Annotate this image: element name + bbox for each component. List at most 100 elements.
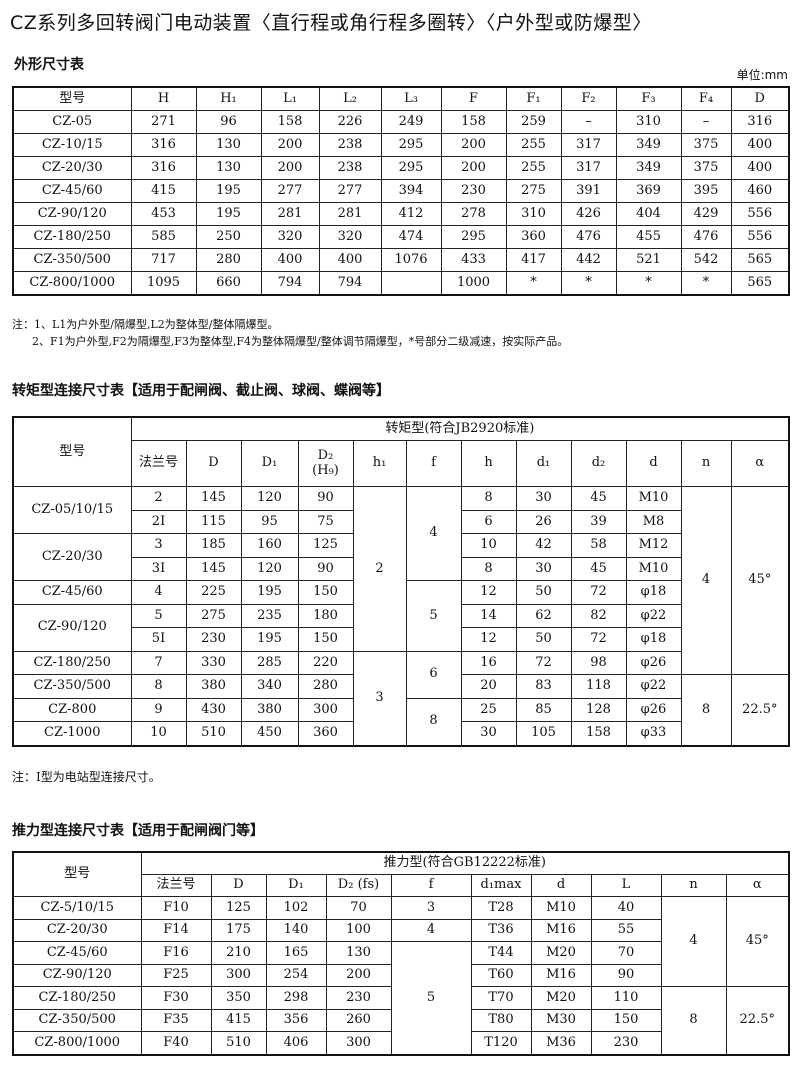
model-cell: CZ-350/500 <box>12 1008 142 1032</box>
value-cell: F30 <box>140 986 212 1010</box>
column-header: L₂ <box>318 86 382 111</box>
value-cell: 225 <box>185 580 242 605</box>
value-cell: 320 <box>260 225 320 249</box>
column-header: D <box>730 86 790 111</box>
value-cell: 22.5° <box>725 986 790 1055</box>
value-cell: 255 <box>505 156 562 180</box>
column-header: D₁ <box>240 440 299 487</box>
column-header: d <box>530 874 592 897</box>
column-header: L <box>590 874 662 897</box>
value-cell: 70 <box>590 941 662 965</box>
model-cell: CZ-800/1000 <box>12 1031 142 1055</box>
value-cell: 55 <box>590 918 662 942</box>
value-cell: 200 <box>440 133 507 157</box>
value-cell: 3I <box>130 556 187 581</box>
value-cell: 62 <box>515 603 572 628</box>
value-cell: 1000 <box>440 271 507 296</box>
column-header: F₂ <box>560 86 617 111</box>
value-cell: 4 <box>660 896 727 987</box>
value-cell: M8 <box>625 509 682 534</box>
value-cell: 300 <box>210 963 267 987</box>
value-cell: 45 <box>570 556 627 581</box>
value-cell: 195 <box>240 627 299 652</box>
column-header: f <box>390 874 472 897</box>
column-header: F₁ <box>505 86 562 111</box>
table-row: CZ-180/250 7 330 285 220 3 6 16 72 98 φ26 <box>12 650 789 746</box>
value-cell: 72 <box>570 627 627 652</box>
value-cell: 30 <box>460 721 517 746</box>
value-cell: M20 <box>530 941 592 965</box>
value-cell: 298 <box>265 986 327 1010</box>
value-cell: 1076 <box>380 248 442 272</box>
value-cell: 25 <box>460 697 517 722</box>
value-cell: 130 <box>325 941 392 965</box>
value-cell: M16 <box>530 918 592 942</box>
value-cell: 14 <box>460 603 517 628</box>
value-cell: F16 <box>140 941 212 965</box>
column-header: D <box>185 440 242 487</box>
model-cell: CZ-5/10/15 <box>12 896 142 920</box>
value-cell: 565 <box>730 271 790 296</box>
value-cell: 75 <box>297 509 354 534</box>
table-row: CZ-90/120 453 195 281 281 412 278 310 426 404 429 5… <box>12 202 790 226</box>
value-cell: M36 <box>530 1031 592 1055</box>
value-cell: 404 <box>615 202 682 226</box>
value-cell: 275 <box>505 179 562 203</box>
table-row: CZ-800 9 430 380 300 8 25 85 128 φ26 <box>12 697 789 746</box>
value-cell: 8 <box>660 986 727 1055</box>
value-cell: * <box>680 271 732 296</box>
value-cell: 310 <box>505 202 562 226</box>
value-cell: 556 <box>730 202 790 226</box>
torque-note: 注：I型为电站型连接尺寸。 <box>12 770 161 784</box>
table-row: CZ-05 271 96 158 226 249 158 259–310–316 <box>12 110 790 134</box>
value-cell: T80 <box>470 1008 532 1032</box>
value-cell: φ18 <box>625 627 682 652</box>
value-cell: 230 <box>325 986 392 1010</box>
value-cell: 455 <box>615 225 682 249</box>
value-cell: 120 <box>240 556 299 581</box>
value-cell: 5 <box>405 580 462 652</box>
value-cell: 476 <box>680 225 732 249</box>
table-row: CZ-10/15 316 130 200 238 295 200 255 317 349 375 40… <box>12 133 790 157</box>
value-cell: 4 <box>390 918 472 942</box>
value-cell: 280 <box>195 248 262 272</box>
column-header: α <box>725 874 790 897</box>
value-cell: 474 <box>380 225 442 249</box>
value-cell: 275 <box>185 603 242 628</box>
value-cell: T70 <box>470 986 532 1010</box>
value-cell: 195 <box>195 179 262 203</box>
value-cell: 238 <box>318 133 382 157</box>
column-header: D <box>210 874 267 897</box>
value-cell: M10 <box>625 486 682 511</box>
table-row: CZ-05/10/15 2 145 120 90 2 4 8 30 45 M10 4 45° <box>12 486 790 675</box>
table-row: CZ-45/60 4 225 195 150 5 12 50 72 φ18 <box>12 580 789 652</box>
value-cell: 281 <box>318 202 382 226</box>
value-cell: 10 <box>130 721 187 746</box>
value-cell: 285 <box>240 650 299 675</box>
value-cell: 400 <box>730 156 790 180</box>
table-row: 2I 115 95 75 6 26 39 M8 <box>13 509 789 534</box>
value-cell: 230 <box>185 627 242 652</box>
value-cell: 85 <box>515 697 572 722</box>
value-cell: 150 <box>297 627 354 652</box>
value-cell: 145 <box>185 556 242 581</box>
value-cell: 2 <box>130 486 187 511</box>
value-cell: 238 <box>318 156 382 180</box>
value-cell: 476 <box>560 225 617 249</box>
column-header: d <box>625 440 682 487</box>
value-cell: 295 <box>380 133 442 157</box>
column-header: H <box>130 86 197 111</box>
value-cell: 105 <box>515 721 572 746</box>
value-cell: 58 <box>570 533 627 558</box>
value-cell: 72 <box>515 650 572 675</box>
column-header: H₁ <box>195 86 262 111</box>
value-cell: 90 <box>297 486 354 511</box>
value-cell: 429 <box>680 202 732 226</box>
value-cell: 249 <box>380 110 442 134</box>
value-cell: F14 <box>140 918 212 942</box>
value-cell: 542 <box>680 248 732 272</box>
model-cell: CZ-800 <box>12 697 132 722</box>
outline-heading: 外形尺寸表 <box>14 57 84 73</box>
column-header: 法兰号 <box>140 874 212 897</box>
unit-label: 单位:mm <box>736 68 788 82</box>
